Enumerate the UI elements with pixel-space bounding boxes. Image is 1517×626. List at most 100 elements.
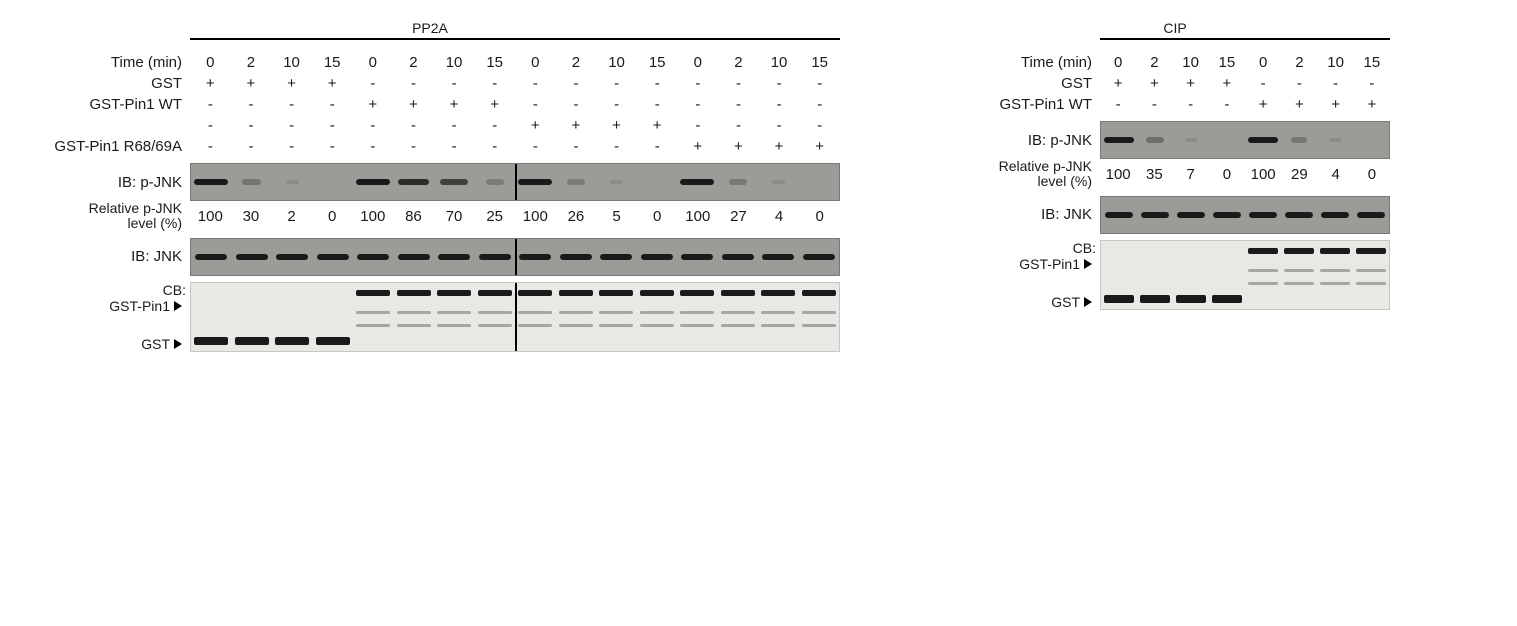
rel-pjnk-value: 0 <box>1354 164 1390 185</box>
arrow-icon <box>1084 297 1092 307</box>
condition-mark: - <box>190 94 231 115</box>
condition-mark: + <box>556 115 597 136</box>
cb-blot <box>1100 240 1390 310</box>
time-value: 2 <box>231 52 272 73</box>
condition-mark: - <box>1136 94 1172 115</box>
jnk-label: IB: JNK <box>960 206 1100 223</box>
condition-mark: + <box>515 115 556 136</box>
condition-mark: + <box>393 94 434 115</box>
condition-label: GST-Pin1 R68/69A <box>20 138 190 155</box>
rel-pjnk-value: 2 <box>271 206 312 227</box>
panel-title-row: PP2A <box>20 20 840 36</box>
panel-cip: CIP Time (min)021015021015GST++++----GST… <box>960 20 1390 310</box>
rel-pjnk-value: 100 <box>1245 164 1281 185</box>
condition-mark: - <box>190 136 231 157</box>
arrow-icon <box>174 339 182 349</box>
time-value: 10 <box>434 52 475 73</box>
rel-pjnk-value: 0 <box>1209 164 1245 185</box>
time-value: 10 <box>1173 52 1209 73</box>
cb-label-col: CB:GST-Pin1GST <box>20 282 190 352</box>
condition-mark: + <box>596 115 637 136</box>
time-value: 0 <box>1245 52 1281 73</box>
gst-arrow-label: GST <box>141 336 186 352</box>
condition-mark: - <box>312 136 353 157</box>
condition-mark: - <box>353 73 394 94</box>
condition-mark: + <box>1136 73 1172 94</box>
condition-mark: + <box>353 94 394 115</box>
condition-mark: + <box>434 94 475 115</box>
condition-mark: + <box>1354 94 1390 115</box>
arrow-icon <box>1084 259 1092 269</box>
jnk-blot <box>190 238 840 276</box>
gst-pin1-arrow-label: GST-Pin1 <box>109 298 186 314</box>
condition-mark: - <box>678 73 719 94</box>
condition-mark: - <box>515 94 556 115</box>
rel-pjnk-label: Relative p-JNK level (%) <box>960 159 1100 190</box>
condition-mark: - <box>393 115 434 136</box>
rel-pjnk-value: 0 <box>799 206 840 227</box>
condition-mark: - <box>353 115 394 136</box>
time-value: 2 <box>393 52 434 73</box>
condition-mark: - <box>556 136 597 157</box>
arrow-icon <box>174 301 182 311</box>
rel-pjnk-value: 0 <box>637 206 678 227</box>
condition-label: GST-Pin1 WT <box>960 96 1100 113</box>
condition-mark: - <box>637 136 678 157</box>
time-value: 10 <box>271 52 312 73</box>
condition-mark: - <box>799 115 840 136</box>
condition-mark: + <box>1281 94 1317 115</box>
time-value: 2 <box>718 52 759 73</box>
rel-pjnk-value: 25 <box>474 206 515 227</box>
panel-title: PP2A <box>412 20 448 36</box>
panel-pp2a: PP2A Time (min)021015021015021015021015G… <box>20 20 840 352</box>
time-value: 15 <box>637 52 678 73</box>
condition-label: GST-Pin1 WT <box>20 96 190 113</box>
time-label: Time (min) <box>960 54 1100 71</box>
rel-pjnk-label: Relative p-JNK level (%) <box>20 201 190 232</box>
condition-mark: + <box>312 73 353 94</box>
rel-pjnk-value: 7 <box>1173 164 1209 185</box>
condition-mark: - <box>759 115 800 136</box>
condition-mark: - <box>312 94 353 115</box>
condition-mark: - <box>759 94 800 115</box>
time-value: 2 <box>1136 52 1172 73</box>
condition-mark: - <box>515 136 556 157</box>
condition-mark: + <box>799 136 840 157</box>
gst-arrow-label: GST <box>1051 294 1096 310</box>
condition-mark: - <box>1245 73 1281 94</box>
condition-mark: - <box>556 73 597 94</box>
condition-mark: - <box>190 115 231 136</box>
condition-mark: + <box>1245 94 1281 115</box>
panel-title: CIP <box>1163 20 1186 36</box>
panel-grid: Time (min)021015021015021015021015GST+++… <box>20 52 840 352</box>
time-value: 0 <box>190 52 231 73</box>
condition-mark: - <box>799 94 840 115</box>
pjnk-label: IB: p-JNK <box>960 132 1100 149</box>
condition-mark: - <box>393 136 434 157</box>
jnk-blot <box>1100 196 1390 234</box>
condition-mark: - <box>637 73 678 94</box>
condition-mark: - <box>271 94 312 115</box>
time-value: 10 <box>1318 52 1354 73</box>
rel-pjnk-value: 4 <box>1318 164 1354 185</box>
time-label: Time (min) <box>20 54 190 71</box>
rel-pjnk-value: 29 <box>1281 164 1317 185</box>
condition-mark: - <box>474 136 515 157</box>
rel-pjnk-value: 0 <box>312 206 353 227</box>
time-value: 0 <box>1100 52 1136 73</box>
condition-label: GST <box>960 75 1100 92</box>
condition-mark: - <box>231 115 272 136</box>
condition-mark: - <box>1318 73 1354 94</box>
rel-pjnk-value: 100 <box>515 206 556 227</box>
panel-title-underline <box>190 38 840 40</box>
time-value: 0 <box>678 52 719 73</box>
panel-title-row: CIP <box>960 20 1390 36</box>
time-value: 15 <box>1354 52 1390 73</box>
rel-pjnk-value: 100 <box>190 206 231 227</box>
condition-mark: + <box>474 94 515 115</box>
panel-grid: Time (min)021015021015GST++++----GST-Pin… <box>960 52 1390 310</box>
condition-mark: + <box>678 136 719 157</box>
condition-mark: - <box>678 115 719 136</box>
condition-mark: - <box>231 94 272 115</box>
time-value: 15 <box>799 52 840 73</box>
